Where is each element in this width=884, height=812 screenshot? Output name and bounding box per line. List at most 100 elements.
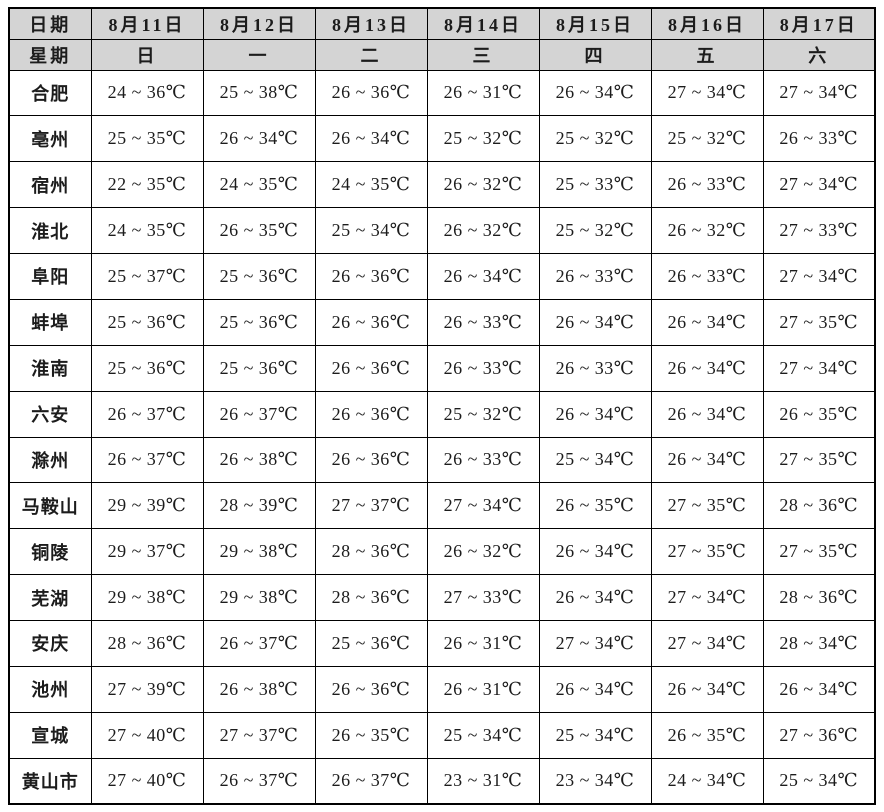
temperature-cell: 27 ~ 40℃ bbox=[90, 757, 204, 805]
temperature-cell: 29 ~ 38℃ bbox=[202, 574, 316, 621]
temperature-cell: 27 ~ 34℃ bbox=[762, 161, 876, 209]
city-label: 滁州 bbox=[8, 436, 92, 484]
city-label: 阜阳 bbox=[8, 253, 92, 300]
temperature-cell: 28 ~ 36℃ bbox=[762, 574, 876, 621]
temperature-cell: 28 ~ 34℃ bbox=[762, 620, 876, 667]
temperature-cell: 26 ~ 34℃ bbox=[538, 298, 652, 346]
city-label: 池州 bbox=[8, 665, 92, 713]
table-row: 淮北 24 ~ 35℃ 26 ~ 35℃ 25 ~ 34℃ 26 ~ 32℃ 25 ~ 3… bbox=[8, 207, 876, 254]
temperature-cell: 26 ~ 37℃ bbox=[90, 390, 204, 438]
city-label: 六安 bbox=[8, 390, 92, 438]
temperature-cell: 25 ~ 36℃ bbox=[202, 253, 316, 300]
table-header: 日期 8月11日 8月12日 8月13日 8月14日 8月15日 8月16日 8月17日 星… bbox=[8, 7, 876, 71]
city-label: 芜湖 bbox=[8, 574, 92, 621]
temperature-cell: 26 ~ 32℃ bbox=[650, 207, 764, 254]
weekday-header-cell: 日 bbox=[90, 38, 204, 71]
temperature-cell: 26 ~ 37℃ bbox=[90, 436, 204, 484]
temperature-cell: 27 ~ 34℃ bbox=[762, 344, 876, 392]
date-header-cell: 8月12日 bbox=[202, 7, 316, 40]
table-body: 合肥 24 ~ 36℃ 25 ~ 38℃ 26 ~ 36℃ 26 ~ 31℃ 26 ~ 3… bbox=[8, 69, 876, 805]
weekday-header-cell: 五 bbox=[650, 38, 764, 71]
temperature-cell: 27 ~ 34℃ bbox=[762, 69, 876, 117]
temperature-cell: 27 ~ 35℃ bbox=[762, 298, 876, 346]
date-header-cell: 8月16日 bbox=[650, 7, 764, 40]
temperature-cell: 26 ~ 34℃ bbox=[650, 665, 764, 713]
temperature-cell: 29 ~ 38℃ bbox=[202, 528, 316, 576]
temperature-cell: 24 ~ 35℃ bbox=[314, 161, 428, 209]
temperature-cell: 25 ~ 33℃ bbox=[538, 161, 652, 209]
weekday-header-row: 星期 日一二三四五六 bbox=[8, 38, 876, 71]
temperature-cell: 27 ~ 34℃ bbox=[650, 69, 764, 117]
temperature-cell: 26 ~ 32℃ bbox=[426, 161, 540, 209]
temperature-cell: 27 ~ 39℃ bbox=[90, 665, 204, 713]
corner-label-week: 星期 bbox=[8, 38, 92, 71]
temperature-cell: 28 ~ 36℃ bbox=[314, 528, 428, 576]
temperature-cell: 27 ~ 37℃ bbox=[202, 711, 316, 759]
table-row: 池州 27 ~ 39℃ 26 ~ 38℃ 26 ~ 36℃ 26 ~ 31℃ 26 ~ 3… bbox=[8, 665, 876, 713]
temperature-cell: 26 ~ 33℃ bbox=[538, 253, 652, 300]
temperature-cell: 27 ~ 35℃ bbox=[762, 436, 876, 484]
weekday-header-cell: 六 bbox=[762, 38, 876, 71]
temperature-cell: 27 ~ 40℃ bbox=[90, 711, 204, 759]
temperature-cell: 25 ~ 35℃ bbox=[90, 115, 204, 163]
temperature-cell: 27 ~ 34℃ bbox=[538, 620, 652, 667]
city-label: 马鞍山 bbox=[8, 482, 92, 530]
temperature-cell: 25 ~ 34℃ bbox=[314, 207, 428, 254]
table-row: 阜阳 25 ~ 37℃ 25 ~ 36℃ 26 ~ 36℃ 26 ~ 34℃ 26 ~ 3… bbox=[8, 253, 876, 300]
temperature-cell: 27 ~ 36℃ bbox=[762, 711, 876, 759]
temperature-cell: 26 ~ 34℃ bbox=[650, 298, 764, 346]
city-label: 淮南 bbox=[8, 344, 92, 392]
city-label: 铜陵 bbox=[8, 528, 92, 576]
temperature-cell: 26 ~ 34℃ bbox=[762, 665, 876, 713]
temperature-cell: 25 ~ 34℃ bbox=[762, 757, 876, 805]
city-label: 安庆 bbox=[8, 620, 92, 667]
temperature-cell: 22 ~ 35℃ bbox=[90, 161, 204, 209]
temperature-cell: 25 ~ 34℃ bbox=[538, 436, 652, 484]
table-row: 亳州 25 ~ 35℃ 26 ~ 34℃ 26 ~ 34℃ 25 ~ 32℃ 25 ~ 3… bbox=[8, 115, 876, 163]
temperature-cell: 26 ~ 38℃ bbox=[202, 436, 316, 484]
temperature-cell: 26 ~ 33℃ bbox=[426, 344, 540, 392]
temperature-cell: 26 ~ 31℃ bbox=[426, 69, 540, 117]
temperature-cell: 26 ~ 38℃ bbox=[202, 665, 316, 713]
city-label: 宿州 bbox=[8, 161, 92, 209]
temperature-cell: 27 ~ 35℃ bbox=[650, 482, 764, 530]
city-label: 黄山市 bbox=[8, 757, 92, 805]
city-label: 宣城 bbox=[8, 711, 92, 759]
temperature-cell: 26 ~ 36℃ bbox=[314, 665, 428, 713]
temperature-cell: 26 ~ 36℃ bbox=[314, 253, 428, 300]
temperature-cell: 28 ~ 36℃ bbox=[90, 620, 204, 667]
table-row: 淮南 25 ~ 36℃ 25 ~ 36℃ 26 ~ 36℃ 26 ~ 33℃ 26 ~ 3… bbox=[8, 344, 876, 392]
temperature-cell: 25 ~ 36℃ bbox=[202, 344, 316, 392]
temperature-cell: 26 ~ 31℃ bbox=[426, 665, 540, 713]
temperature-cell: 26 ~ 34℃ bbox=[314, 115, 428, 163]
temperature-cell: 23 ~ 31℃ bbox=[426, 757, 540, 805]
temperature-cell: 27 ~ 37℃ bbox=[314, 482, 428, 530]
temperature-cell: 28 ~ 39℃ bbox=[202, 482, 316, 530]
date-header-cell: 8月15日 bbox=[538, 7, 652, 40]
weekday-header-cell: 二 bbox=[314, 38, 428, 71]
temperature-cell: 26 ~ 34℃ bbox=[202, 115, 316, 163]
city-label: 合肥 bbox=[8, 69, 92, 117]
table-row: 合肥 24 ~ 36℃ 25 ~ 38℃ 26 ~ 36℃ 26 ~ 31℃ 26 ~ 3… bbox=[8, 69, 876, 117]
weekday-header-cell: 四 bbox=[538, 38, 652, 71]
temperature-cell: 27 ~ 34℃ bbox=[762, 253, 876, 300]
temperature-cell: 26 ~ 36℃ bbox=[314, 436, 428, 484]
table-row: 黄山市 27 ~ 40℃ 26 ~ 37℃ 26 ~ 37℃ 23 ~ 31℃ 23 ~ … bbox=[8, 757, 876, 805]
temperature-cell: 26 ~ 37℃ bbox=[202, 757, 316, 805]
temperature-cell: 27 ~ 34℃ bbox=[426, 482, 540, 530]
temperature-cell: 26 ~ 37℃ bbox=[202, 620, 316, 667]
temperature-cell: 24 ~ 36℃ bbox=[90, 69, 204, 117]
city-label: 淮北 bbox=[8, 207, 92, 254]
table-row: 滁州 26 ~ 37℃ 26 ~ 38℃ 26 ~ 36℃ 26 ~ 33℃ 25 ~ 3… bbox=[8, 436, 876, 484]
temperature-cell: 24 ~ 35℃ bbox=[202, 161, 316, 209]
temperature-cell: 26 ~ 34℃ bbox=[650, 344, 764, 392]
temperature-cell: 26 ~ 33℃ bbox=[650, 253, 764, 300]
table-row: 宣城 27 ~ 40℃ 27 ~ 37℃ 26 ~ 35℃ 25 ~ 34℃ 25 ~ 3… bbox=[8, 711, 876, 759]
table-row: 宿州 22 ~ 35℃ 24 ~ 35℃ 24 ~ 35℃ 26 ~ 32℃ 25 ~ 3… bbox=[8, 161, 876, 209]
temperature-cell: 25 ~ 32℃ bbox=[426, 115, 540, 163]
temperature-cell: 26 ~ 34℃ bbox=[538, 390, 652, 438]
temperature-cell: 25 ~ 34℃ bbox=[426, 711, 540, 759]
table-row: 铜陵 29 ~ 37℃ 29 ~ 38℃ 28 ~ 36℃ 26 ~ 32℃ 26 ~ 3… bbox=[8, 528, 876, 576]
temperature-cell: 25 ~ 32℃ bbox=[650, 115, 764, 163]
